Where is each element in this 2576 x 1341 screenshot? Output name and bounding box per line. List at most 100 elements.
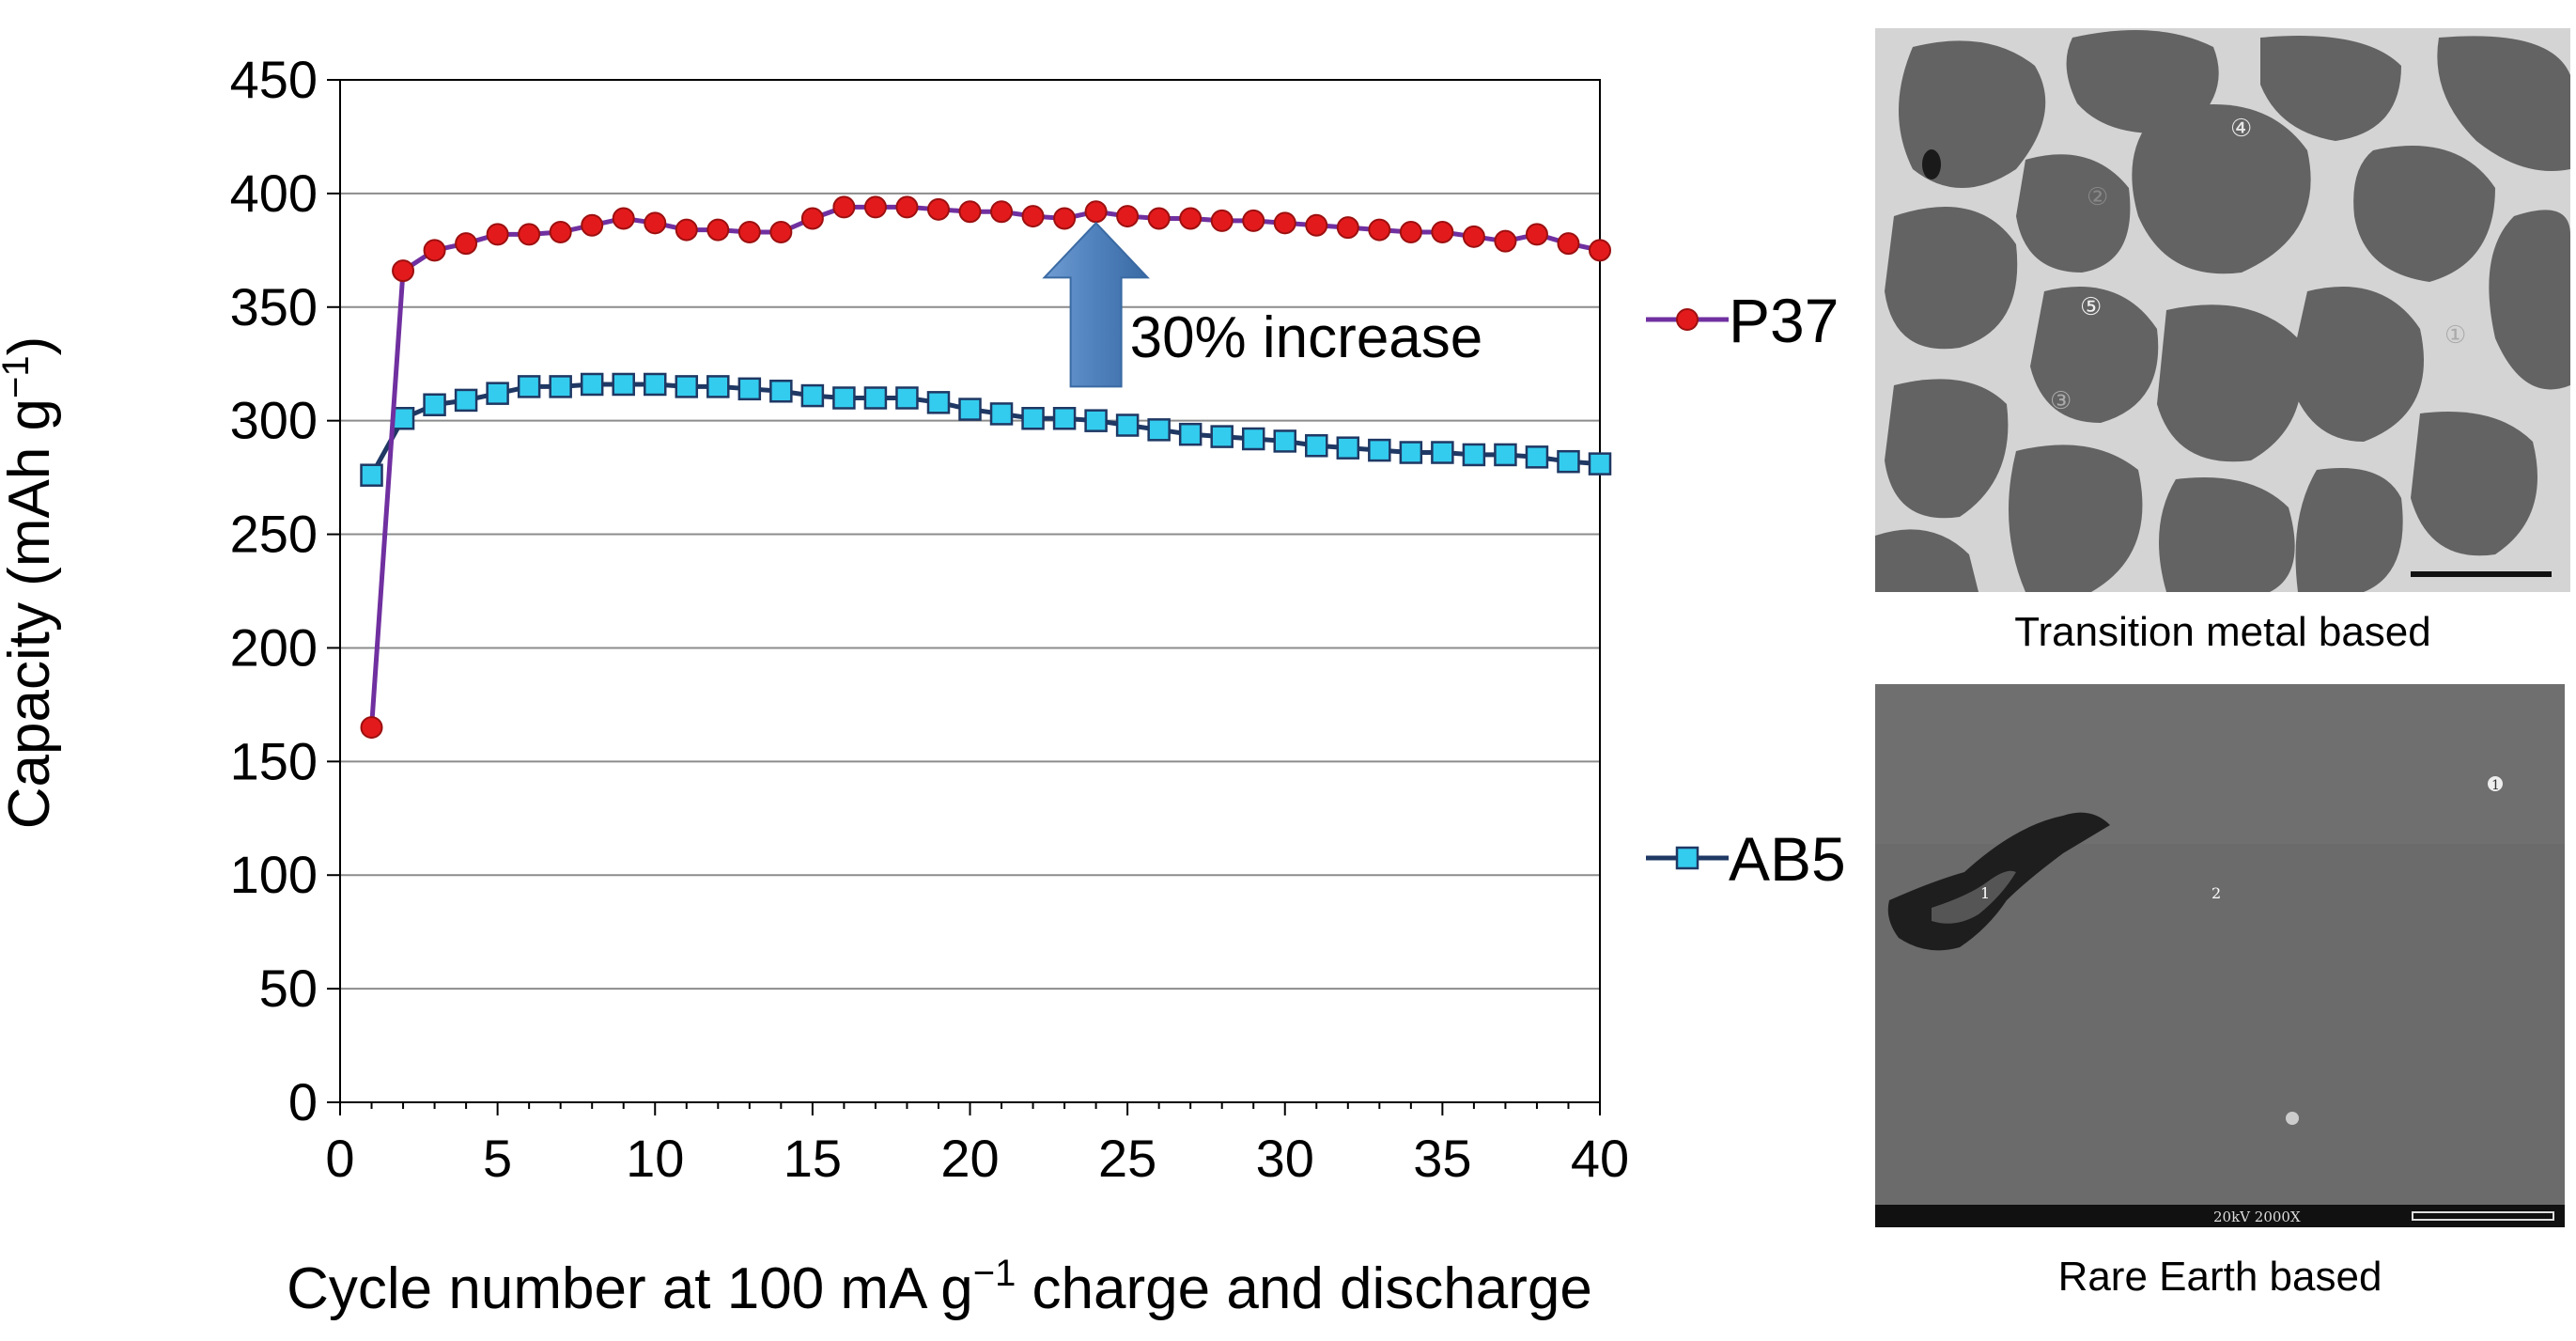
series-group xyxy=(360,195,1612,740)
data-point-AB5 xyxy=(737,377,762,401)
x-axis-title: Cycle number at 100 mA g−1 charge and di… xyxy=(287,1253,1592,1321)
y-tick-label: 50 xyxy=(259,959,318,1018)
data-point-P37 xyxy=(800,207,824,230)
data-point-P37 xyxy=(863,195,887,219)
pore xyxy=(1922,149,1941,179)
caption-transition-metal: Transition metal based xyxy=(2014,609,2431,655)
data-point-AB5 xyxy=(958,398,982,421)
data-point-P37 xyxy=(1084,200,1108,224)
data-point-P37 xyxy=(518,223,541,246)
y-tick-label: 300 xyxy=(230,391,318,450)
data-point-P37 xyxy=(1368,218,1391,242)
data-point-AB5 xyxy=(1557,449,1580,474)
data-point-P37 xyxy=(1557,232,1580,256)
data-point-P37 xyxy=(1305,213,1328,237)
data-point-AB5 xyxy=(1368,438,1391,462)
y-axis-title: Capacity (mAh g−1) xyxy=(0,336,62,830)
annotation-text: 30% increase xyxy=(1130,305,1483,370)
data-point-P37 xyxy=(1179,207,1203,230)
data-point-AB5 xyxy=(486,382,509,405)
data-point-P37 xyxy=(706,218,730,242)
data-point-AB5 xyxy=(517,375,541,398)
x-tick-label: 35 xyxy=(1413,1129,1471,1188)
data-point-AB5 xyxy=(1273,429,1296,453)
x-tick-label: 0 xyxy=(325,1129,354,1188)
data-point-AB5 xyxy=(1147,418,1171,442)
phase-marker: ③ xyxy=(2050,387,2072,415)
data-point-AB5 xyxy=(1178,422,1203,446)
legend-item-AB5: AB5 xyxy=(1646,824,1846,894)
data-point-AB5 xyxy=(1588,452,1612,476)
x-tick-label: 10 xyxy=(626,1129,684,1188)
data-point-P37 xyxy=(644,211,667,235)
sem-info: 20kV 2000X xyxy=(2213,1208,2301,1225)
data-point-AB5 xyxy=(580,372,604,397)
data-point-AB5 xyxy=(1305,434,1328,458)
x-tick-label: 30 xyxy=(1256,1129,1314,1188)
series-line-AB5 xyxy=(369,382,1601,476)
micrograph-rare-earth: 1 2 1 20kV 2000X xyxy=(1875,684,2565,1227)
phase-marker: ⑤ xyxy=(2080,293,2102,321)
data-point-P37 xyxy=(1116,205,1140,228)
data-point-AB5 xyxy=(832,386,856,410)
phase-marker: ④ xyxy=(2230,115,2252,143)
data-point-P37 xyxy=(1147,207,1171,230)
data-point-P37 xyxy=(895,195,919,219)
phase-marker: ② xyxy=(2087,183,2108,211)
data-point-AB5 xyxy=(1241,427,1265,451)
data-point-P37 xyxy=(1336,216,1359,240)
data-point-AB5 xyxy=(1210,425,1234,448)
data-point-AB5 xyxy=(549,375,572,398)
particle-inner xyxy=(1932,870,2016,924)
data-point-P37 xyxy=(1589,239,1611,262)
micrograph-bottom-image: 1 2 1 20kV 2000X xyxy=(1875,684,2565,1227)
data-point-AB5 xyxy=(391,406,415,430)
y-tick-label: 150 xyxy=(230,731,318,790)
capacity-chart: 0 50 100 150 200 250 300 350 400 450 0 5 10 15 20 25 30… xyxy=(0,50,1846,1321)
micrograph-transition-metal: ④ ② ⑤ ① ③ xyxy=(1875,28,2570,592)
y-tick-label: 0 xyxy=(288,1072,318,1131)
series-P37 xyxy=(360,195,1611,740)
data-point-P37 xyxy=(581,213,604,237)
x-tick-label: 40 xyxy=(1571,1129,1629,1188)
data-point-P37 xyxy=(1273,211,1296,235)
data-point-AB5 xyxy=(360,463,383,487)
series-AB5 xyxy=(360,372,1612,487)
data-point-P37 xyxy=(360,716,383,740)
data-point-AB5 xyxy=(1336,436,1360,460)
y-axis-title-rest: ) xyxy=(0,336,62,356)
data-point-AB5 xyxy=(675,375,699,398)
y-tick-label: 350 xyxy=(230,277,318,336)
data-point-P37 xyxy=(486,223,509,246)
y-axis-title-main: Capacity (mAh g xyxy=(0,398,62,829)
y-axis-title-sup: −1 xyxy=(0,355,37,398)
data-point-AB5 xyxy=(926,391,951,414)
y-tick-label: 250 xyxy=(230,505,318,564)
y-tick-label: 450 xyxy=(230,50,318,109)
y-axis-ticks: 0 50 100 150 200 250 300 350 400 450 xyxy=(230,50,340,1131)
data-point-P37 xyxy=(423,239,446,262)
point-marker: 2 xyxy=(2211,884,2221,902)
data-point-P37 xyxy=(549,220,572,243)
x-tick-label: 15 xyxy=(784,1129,842,1188)
data-point-AB5 xyxy=(423,393,446,416)
data-point-P37 xyxy=(1242,209,1265,232)
data-point-P37 xyxy=(1210,209,1234,232)
x-tick-label: 5 xyxy=(483,1129,512,1188)
data-point-P37 xyxy=(1525,223,1548,246)
legend-marker xyxy=(1676,308,1699,331)
data-point-AB5 xyxy=(1052,406,1077,430)
x-tick-label: 20 xyxy=(940,1129,999,1188)
data-point-AB5 xyxy=(1525,445,1549,469)
data-point-P37 xyxy=(1399,220,1422,243)
legend-label: P37 xyxy=(1729,286,1839,355)
data-point-P37 xyxy=(455,232,478,256)
scale-bar xyxy=(2412,1211,2554,1221)
data-point-P37 xyxy=(612,207,635,230)
data-point-AB5 xyxy=(454,388,478,413)
data-point-AB5 xyxy=(769,379,793,403)
data-point-AB5 xyxy=(1462,443,1486,467)
legend: P37 AB5 xyxy=(1646,286,1846,894)
data-point-P37 xyxy=(832,195,856,219)
data-point-P37 xyxy=(1053,207,1077,230)
